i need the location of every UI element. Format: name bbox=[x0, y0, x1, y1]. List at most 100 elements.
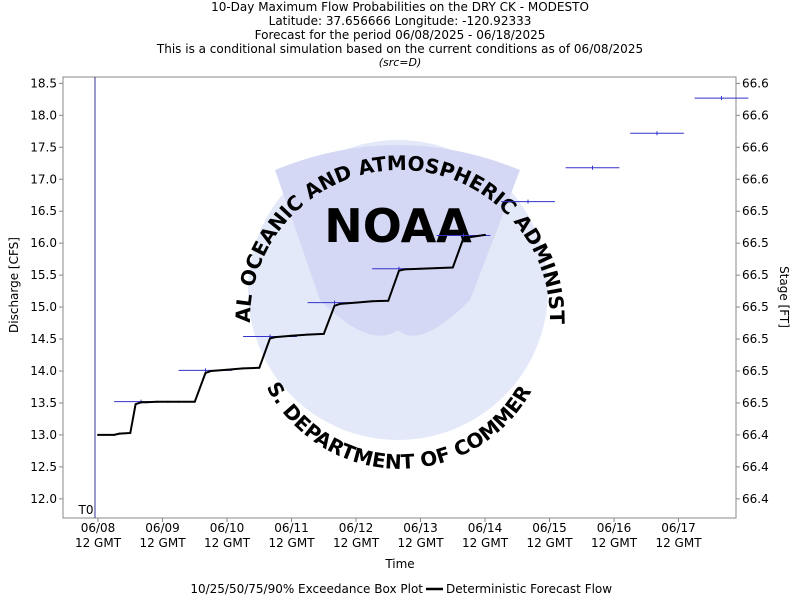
x-tick-date: 06/15 bbox=[532, 521, 567, 535]
t0-marker: T0 bbox=[78, 77, 96, 518]
flow-point bbox=[398, 269, 400, 272]
x-tick-date: 06/10 bbox=[210, 521, 245, 535]
flow-point bbox=[242, 367, 245, 370]
flow-point bbox=[166, 400, 169, 403]
x-tick-time: 12 GMT bbox=[75, 536, 122, 550]
flow-point bbox=[118, 432, 121, 435]
x-tick-date: 06/14 bbox=[468, 521, 503, 535]
chart-source: (src=D) bbox=[378, 56, 422, 69]
y-tick-label: 16.0 bbox=[30, 236, 57, 250]
x-tick-time: 12 GMT bbox=[204, 536, 251, 550]
flow-point bbox=[204, 371, 207, 374]
flow-point bbox=[209, 370, 212, 372]
x-axis-label: Time bbox=[384, 557, 414, 571]
watermark-logo-text: NOAA bbox=[324, 199, 472, 253]
flow-point bbox=[97, 433, 99, 436]
y-tick-label: 13.0 bbox=[30, 428, 57, 442]
y2-tick-label: 66.4 bbox=[742, 460, 769, 474]
flow-point bbox=[484, 233, 486, 236]
flow-point bbox=[140, 401, 142, 404]
x-tick-date: 06/08 bbox=[81, 521, 116, 535]
y2-tick-label: 66.6 bbox=[742, 140, 769, 154]
y2-tick-label: 66.6 bbox=[742, 172, 769, 186]
y-tick-label: 17.5 bbox=[30, 140, 57, 154]
chart-period: Forecast for the period 06/08/2025 - 06/… bbox=[254, 28, 546, 42]
y-tick-label: 14.0 bbox=[30, 364, 57, 378]
flow-point bbox=[134, 403, 137, 406]
x-tick-date: 06/09 bbox=[145, 521, 180, 535]
flow-point bbox=[193, 400, 196, 403]
y-axis-label: Discharge [CFS] bbox=[7, 237, 21, 333]
flow-point bbox=[177, 400, 180, 403]
flow-point bbox=[156, 400, 159, 403]
flow-point bbox=[435, 267, 438, 270]
y-tick-label: 17.0 bbox=[30, 172, 57, 186]
flow-point bbox=[322, 332, 325, 335]
y-tick-label: 18.5 bbox=[30, 76, 57, 90]
flow-point bbox=[419, 267, 422, 270]
flow-point bbox=[338, 302, 341, 305]
noaa-watermark: NOAA NATIONAL OCEANIC AND ATMOSPHERIC AD… bbox=[0, 0, 569, 474]
legend-item-flow: Deterministic Forecast Flow bbox=[446, 582, 612, 596]
t0-label: T0 bbox=[78, 503, 94, 517]
x-tick-time: 12 GMT bbox=[526, 536, 573, 550]
y2-tick-label: 66.4 bbox=[742, 428, 769, 442]
y2-tick-label: 66.5 bbox=[742, 204, 769, 218]
y-tick-label: 15.5 bbox=[30, 268, 57, 282]
chart-title: 10-Day Maximum Flow Probabilities on the… bbox=[211, 0, 589, 14]
y2-tick-label: 66.5 bbox=[742, 236, 769, 250]
y-tick-label: 12.0 bbox=[30, 492, 57, 506]
y-tick-label: 18.0 bbox=[30, 108, 57, 122]
flow-point bbox=[226, 368, 228, 371]
deterministic-flow-series bbox=[97, 233, 486, 436]
y-tick-label: 15.0 bbox=[30, 300, 57, 314]
chart-note: This is a conditional simulation based o… bbox=[156, 42, 644, 56]
y2-tick-label: 66.6 bbox=[742, 108, 769, 122]
plot-frame bbox=[62, 76, 737, 519]
legend-item-boxplot: 10/25/50/75/90% Exceedance Box Plot bbox=[190, 582, 423, 596]
y2-tick-label: 66.5 bbox=[742, 300, 769, 314]
x-tick-time: 12 GMT bbox=[655, 536, 702, 550]
y-axis-left: 12.0 12.5 13.0 13.5 14.0 14.5 15.0 15.5 16.0 16.5… bbox=[30, 76, 63, 506]
x-tick-time: 12 GMT bbox=[591, 536, 638, 550]
x-tick-date: 06/13 bbox=[403, 521, 438, 535]
flow-point bbox=[269, 337, 271, 340]
y2-tick-label: 66.5 bbox=[742, 364, 769, 378]
watermark-bird-icon bbox=[275, 145, 520, 336]
x-tick-date: 06/11 bbox=[274, 521, 309, 535]
y2-axis-label: Stage [FT] bbox=[777, 266, 791, 328]
flow-point bbox=[403, 268, 406, 271]
flow-point bbox=[387, 299, 390, 302]
y-tick-label: 13.5 bbox=[30, 396, 57, 410]
y2-tick-label: 66.6 bbox=[742, 76, 769, 90]
y2-tick-label: 66.5 bbox=[742, 332, 769, 346]
x-tick-time: 12 GMT bbox=[139, 536, 186, 550]
flow-point bbox=[129, 432, 132, 434]
y-tick-label: 12.5 bbox=[30, 460, 57, 474]
flow-point bbox=[451, 266, 454, 269]
flow-point bbox=[371, 300, 374, 303]
flow-point bbox=[290, 334, 293, 337]
y2-tick-label: 66.4 bbox=[742, 492, 769, 506]
flow-point bbox=[258, 366, 261, 369]
y-tick-label: 16.5 bbox=[30, 204, 57, 218]
x-tick-time: 12 GMT bbox=[268, 536, 315, 550]
flow-point bbox=[113, 433, 116, 436]
legend: 10/25/50/75/90% Exceedance Box Plot Dete… bbox=[190, 582, 612, 596]
y2-tick-label: 66.5 bbox=[742, 268, 769, 282]
x-tick-time: 12 GMT bbox=[462, 536, 509, 550]
chart-titles: 10-Day Maximum Flow Probabilities on the… bbox=[0, 0, 800, 70]
x-tick-date: 06/16 bbox=[597, 521, 632, 535]
x-tick-date: 06/17 bbox=[661, 521, 696, 535]
x-tick-date: 06/12 bbox=[339, 521, 374, 535]
flow-point bbox=[306, 333, 309, 336]
flow-point bbox=[333, 304, 336, 307]
flow-point bbox=[145, 401, 148, 404]
flow-point bbox=[462, 237, 465, 240]
y-tick-label: 14.5 bbox=[30, 332, 57, 346]
flow-point bbox=[274, 336, 277, 339]
chart-location: Latitude: 37.656666 Longitude: -120.9233… bbox=[268, 14, 532, 28]
x-tick-time: 12 GMT bbox=[397, 536, 444, 550]
